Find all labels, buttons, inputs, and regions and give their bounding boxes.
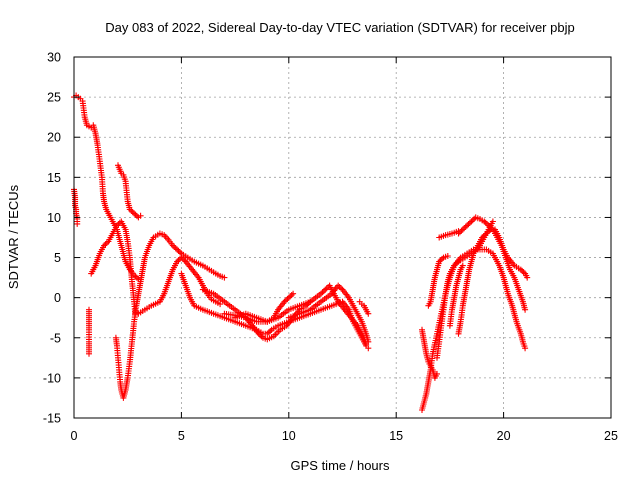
x-tick-label: 0 — [71, 429, 78, 443]
series-track-u — [436, 228, 462, 241]
plus-markers — [112, 230, 228, 401]
x-tick-label: 5 — [178, 429, 185, 443]
plus-markers — [178, 270, 372, 352]
axis-ticks — [73, 56, 612, 419]
y-tick-label: 5 — [54, 251, 61, 265]
plus-markers — [425, 253, 451, 309]
x-tick-label: 25 — [604, 429, 618, 443]
series-track-c — [115, 162, 144, 221]
series-track-k — [356, 298, 372, 317]
plus-markers — [86, 306, 92, 357]
plus-markers — [71, 92, 142, 283]
y-tick-label: 25 — [47, 91, 61, 105]
y-tick-label: 10 — [47, 211, 61, 225]
y-tick-label: -5 — [50, 331, 61, 345]
plus-markers — [88, 218, 139, 317]
series-track-e — [135, 254, 224, 317]
plus-markers — [285, 282, 372, 345]
y-axis-label: SDTVAR / TECUs — [6, 184, 21, 289]
plus-markers — [356, 298, 372, 317]
y-tick-label: 20 — [47, 131, 61, 145]
series-track-i — [232, 290, 297, 325]
plus-markers — [71, 186, 81, 227]
y-tick-labels: 30 25 20 15 10 5 0 -5 -10 -15 — [43, 51, 61, 426]
series-track-j — [285, 282, 372, 345]
plus-markers — [135, 254, 224, 317]
y-tick-label: -10 — [43, 371, 61, 385]
series-track-l — [71, 186, 81, 227]
chart-title: Day 083 of 2022, Sidereal Day-to-day VTE… — [105, 20, 574, 35]
plus-markers — [455, 218, 496, 337]
data-points — [71, 92, 531, 413]
series-track-q — [446, 262, 466, 329]
plus-markers — [115, 162, 144, 221]
series-track-a — [71, 92, 142, 283]
series-track-m — [86, 306, 92, 357]
series-track-d — [112, 230, 228, 401]
series-track-t — [425, 253, 451, 309]
y-tick-label: 30 — [47, 51, 61, 65]
x-axis-label: GPS time / hours — [291, 458, 390, 473]
plot-frame — [73, 56, 612, 419]
x-tick-label: 10 — [282, 429, 296, 443]
plus-markers — [232, 290, 297, 325]
series-track-r — [455, 218, 496, 337]
series-track-b — [88, 218, 139, 317]
x-tick-label: 20 — [497, 429, 511, 443]
grid-lines — [74, 57, 611, 418]
plus-markers — [446, 262, 466, 329]
plus-markers — [436, 228, 462, 241]
plus-markers — [419, 326, 440, 381]
series-track-o — [419, 326, 440, 381]
y-tick-label: -15 — [43, 412, 61, 426]
y-tick-label: 0 — [54, 291, 61, 305]
x-tick-labels: 0 5 10 15 20 25 — [71, 429, 618, 443]
x-tick-label: 15 — [389, 429, 403, 443]
series-track-f — [178, 270, 372, 352]
y-tick-label: 15 — [47, 171, 61, 185]
